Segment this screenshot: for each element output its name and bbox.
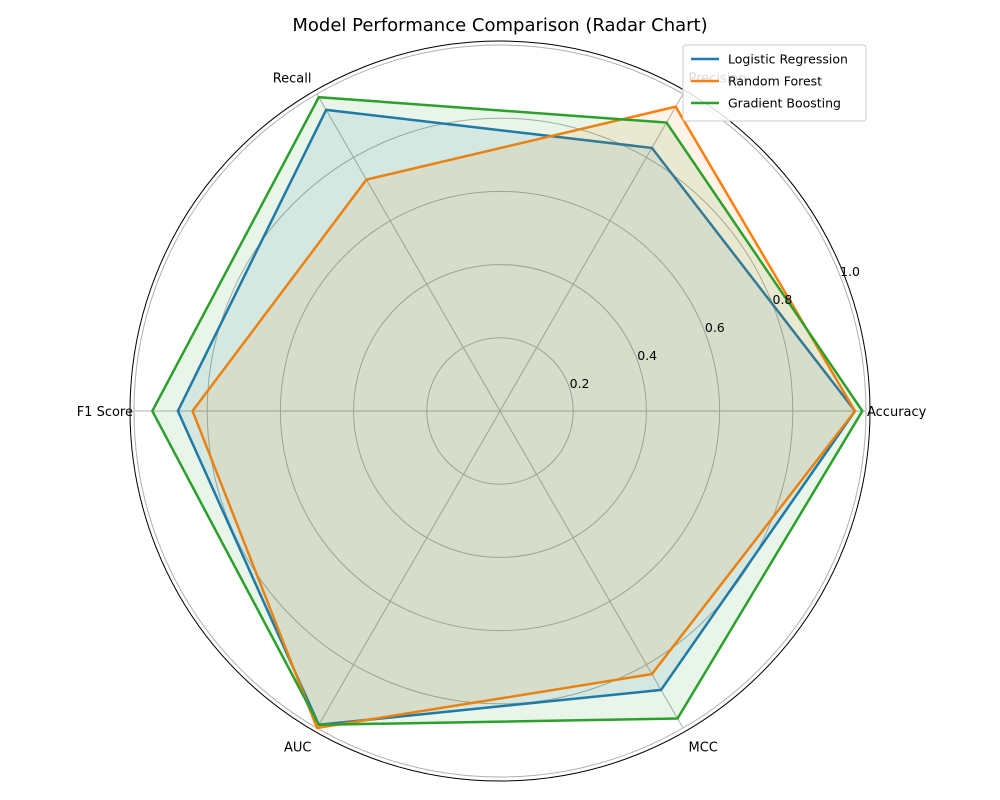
series-fill-2	[192, 106, 856, 728]
legend-label-1: Logistic Regression	[728, 52, 848, 67]
series-line-2	[191, 105, 857, 730]
axis-label-auc: AUC	[284, 741, 312, 756]
r-tick-label-5: 1.0	[840, 264, 860, 279]
series-line-1	[176, 108, 857, 727]
axis-label-accuracy: Accuracy	[867, 405, 927, 420]
radar-series	[150, 95, 864, 730]
legend-label-3: Gradient Boosting	[728, 96, 841, 111]
spoke-5	[316, 410, 501, 729]
series-fill-3	[152, 97, 863, 725]
r-tick-label-4: 0.8	[773, 292, 793, 307]
chart-title: Model Performance Comparison (Radar Char…	[292, 15, 707, 36]
r-tick-label-1: 0.2	[570, 376, 590, 391]
legend-box	[682, 44, 867, 122]
legend-label-2: Random Forest	[728, 74, 822, 89]
r-tick-label-2: 0.4	[637, 348, 657, 363]
axis-label-mcc: MCC	[689, 741, 718, 756]
series-line-3	[150, 95, 864, 727]
r-tick-label-3: 0.6	[705, 320, 725, 335]
series-fill-1	[177, 109, 856, 725]
spoke-3	[316, 93, 501, 412]
legend: Logistic Regression Random Forest Gradient…	[682, 44, 867, 122]
axis-label-recall: Recall	[273, 72, 312, 87]
polar-frame	[129, 40, 871, 782]
axis-label-f1-score: F1 Score	[77, 405, 133, 420]
